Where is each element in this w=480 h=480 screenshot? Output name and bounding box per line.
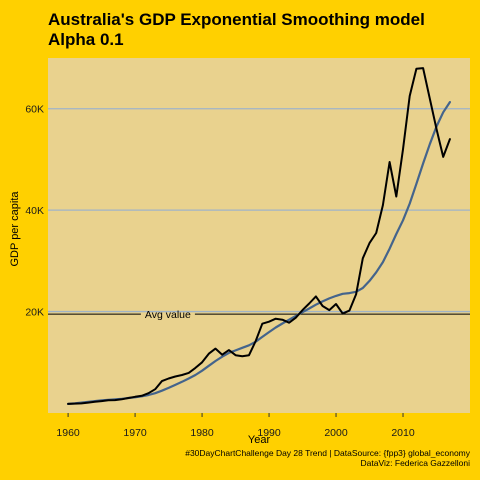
caption-source: #30DayChartChallenge Day 28 Trend | Data…	[185, 448, 471, 458]
y-tick-label: 60K	[25, 104, 44, 116]
x-tick-label: 2010	[391, 427, 415, 439]
y-tick-label: 20K	[25, 307, 44, 319]
y-tick-label: 40K	[25, 205, 44, 217]
caption-author: DataViz: Federica Gazzelloni	[361, 458, 471, 468]
axis-layer: 20K 40K 60K 1960 1970 1980 1990 2000 2010	[25, 104, 415, 439]
x-tick-label: 1980	[190, 427, 214, 439]
y-axis-title: GDP per capita	[9, 191, 21, 267]
plot-panel	[48, 58, 470, 413]
chart-title-line1: Australia's GDP Exponential Smoothing mo…	[48, 10, 425, 29]
x-tick-label: 1990	[257, 427, 281, 439]
x-tick-label: 1960	[56, 427, 80, 439]
avg-layer: Avg value	[48, 309, 470, 321]
x-axis-title: Year	[248, 434, 271, 446]
chart-title-line2: Alpha 0.1	[48, 30, 124, 49]
avg-value-label: Avg value	[145, 309, 191, 321]
series-layer	[66, 67, 451, 405]
series-line-gdp	[67, 67, 451, 405]
x-tick-label: 1970	[123, 427, 147, 439]
x-tick-label: 2000	[324, 427, 348, 439]
grid-layer	[48, 108, 470, 313]
